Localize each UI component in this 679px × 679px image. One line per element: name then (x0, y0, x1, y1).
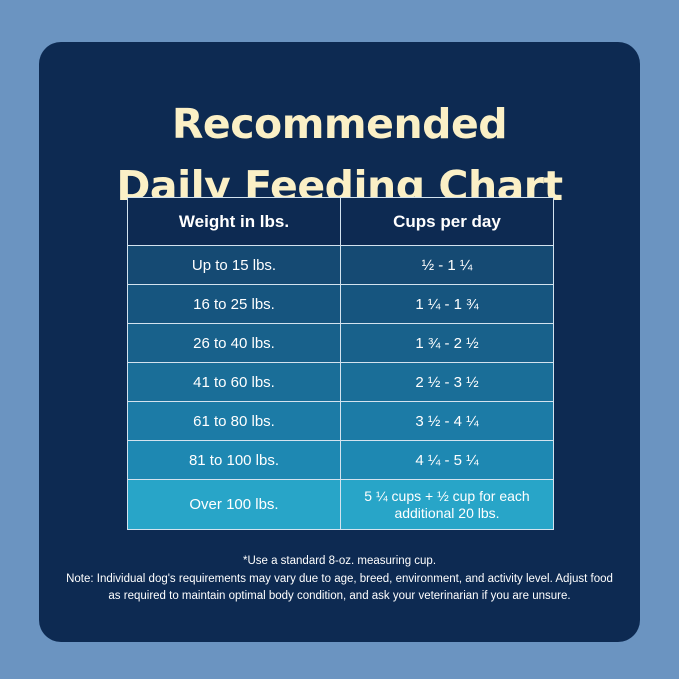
cups-cell: 2 ½ - 3 ½ (340, 362, 554, 402)
title-line-1: Recommended (171, 100, 508, 148)
footnote-measuring-cup: *Use a standard 8-oz. measuring cup. (242, 555, 437, 567)
weight-cell: 41 to 60 lbs. (127, 362, 341, 402)
weight-cell: Up to 15 lbs. (127, 245, 341, 285)
weight-cell: 81 to 100 lbs. (127, 440, 341, 480)
table-row: 41 to 60 lbs. 2 ½ - 3 ½ (127, 362, 554, 402)
table-row: 16 to 25 lbs. 1 ¼ - 1 ¾ (127, 284, 554, 324)
weight-cell: Over 100 lbs. (127, 479, 341, 530)
feeding-table: Weight in lbs. Cups per day Up to 15 lbs… (127, 197, 554, 530)
header-weight: Weight in lbs. (127, 197, 341, 246)
header-cups: Cups per day (340, 197, 554, 246)
cups-cell: 5 ¼ cups + ½ cup for each additional 20 … (340, 479, 554, 530)
table-row: 61 to 80 lbs. 3 ½ - 4 ¼ (127, 401, 554, 441)
footnote: *Use a standard 8-oz. measuring cup. Not… (60, 553, 619, 606)
table-header: Weight in lbs. Cups per day (127, 197, 554, 246)
table-row: Over 100 lbs. 5 ¼ cups + ½ cup for each a… (127, 479, 554, 530)
cups-cell: ½ - 1 ¼ (340, 245, 554, 285)
footnote-note: Note: Individual dog's requirements may … (66, 572, 613, 603)
weight-cell: 16 to 25 lbs. (127, 284, 341, 324)
table-row: 81 to 100 lbs. 4 ¼ - 5 ¼ (127, 440, 554, 480)
weight-cell: 26 to 40 lbs. (127, 323, 341, 363)
cups-cell: 4 ¼ - 5 ¼ (340, 440, 554, 480)
cups-cell: 3 ½ - 4 ¼ (340, 401, 554, 441)
weight-cell: 61 to 80 lbs. (127, 401, 341, 441)
cups-cell: 1 ¼ - 1 ¾ (340, 284, 554, 324)
table-row: Up to 15 lbs. ½ - 1 ¼ (127, 245, 554, 285)
table-row: 26 to 40 lbs. 1 ¾ - 2 ½ (127, 323, 554, 363)
cups-cell: 1 ¾ - 2 ½ (340, 323, 554, 363)
